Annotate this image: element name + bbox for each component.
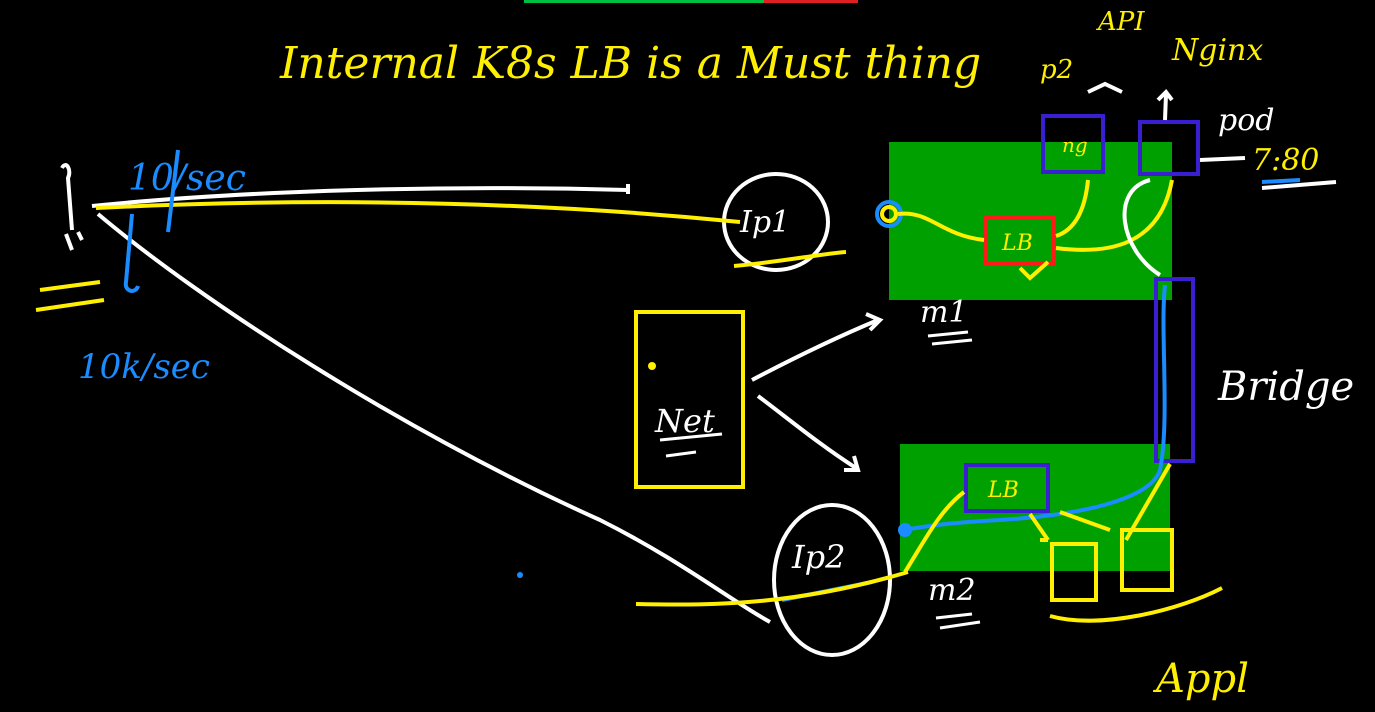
m2-flow-pod2 [1059, 462, 1172, 542]
ip1-label: Ip1 [739, 205, 790, 240]
top-tab-red [764, 0, 858, 3]
rate-top-label: 10/sec [128, 158, 246, 199]
m2-underline [935, 612, 981, 630]
appl-pod-1 [1050, 542, 1098, 602]
appl-pod-2 [1120, 528, 1174, 592]
diagram-title: Internal K8s LB is a Must thing [279, 38, 981, 89]
client-figure [60, 163, 84, 251]
line-client-ip1-yellow [95, 200, 741, 224]
label-appl: Appl [1152, 656, 1249, 702]
pod-box [1138, 120, 1200, 176]
lb-bottom-box [964, 463, 1050, 513]
label-pod: pod [1218, 103, 1274, 138]
m2-flow-pod1 [1028, 512, 1050, 542]
m1-label: m1 [920, 295, 968, 330]
m1-underline [927, 330, 973, 346]
line-yellow-ip2 [635, 570, 909, 607]
net-underline [659, 432, 723, 458]
net-label: Net [654, 402, 715, 440]
rate-top-slash [166, 149, 180, 233]
label-api: API [1096, 7, 1145, 37]
blue-drop-line [123, 213, 140, 293]
m1-flow-ng [1055, 179, 1090, 238]
net-dot [648, 362, 656, 370]
label-bridge: Bridge [1217, 364, 1354, 410]
client-yellow-mark [35, 280, 105, 312]
appl-bracket [1049, 586, 1223, 623]
net-arrow-m2 [756, 394, 861, 472]
port-underline-blue [1261, 178, 1301, 184]
m1-entry-dot-inner [880, 205, 898, 223]
ip1-yellow-underline [733, 250, 847, 268]
label-port: 7:80 [1252, 143, 1319, 178]
pod-port-line [1199, 156, 1246, 162]
ng-label: ng [1062, 133, 1088, 157]
label-p2: p2 [1040, 55, 1073, 85]
m1-flow-in [897, 211, 985, 242]
m1-flow-loop [1122, 178, 1162, 277]
port-underline-white [1261, 180, 1337, 190]
stray-dot [517, 572, 523, 578]
lb-top-check [1018, 260, 1050, 281]
net-arrow-m1 [751, 312, 884, 382]
ip2-circle [772, 503, 892, 657]
rate-bottom-label: 10k/sec [78, 347, 210, 387]
caret-mark [1087, 81, 1123, 94]
line-client-ip2-white [96, 212, 771, 624]
lb-top-box [984, 216, 1056, 266]
line-client-white-top [91, 184, 630, 208]
m2-label: m2 [928, 573, 976, 608]
lb-bottom-label: LB [987, 478, 1019, 503]
ng-box [1041, 114, 1105, 174]
ip2-label: Ip2 [791, 538, 845, 576]
bridge-box [1154, 277, 1195, 463]
m2-flow-in [903, 490, 966, 574]
pod-up-arrow [1156, 88, 1174, 121]
label-nginx: Nginx [1171, 33, 1263, 68]
m2-entry-dot [898, 523, 912, 537]
top-tab-green [524, 0, 764, 3]
net-box [634, 310, 745, 489]
bridge-blue-line [904, 284, 1167, 532]
lb-top-label: LB [1001, 231, 1033, 256]
